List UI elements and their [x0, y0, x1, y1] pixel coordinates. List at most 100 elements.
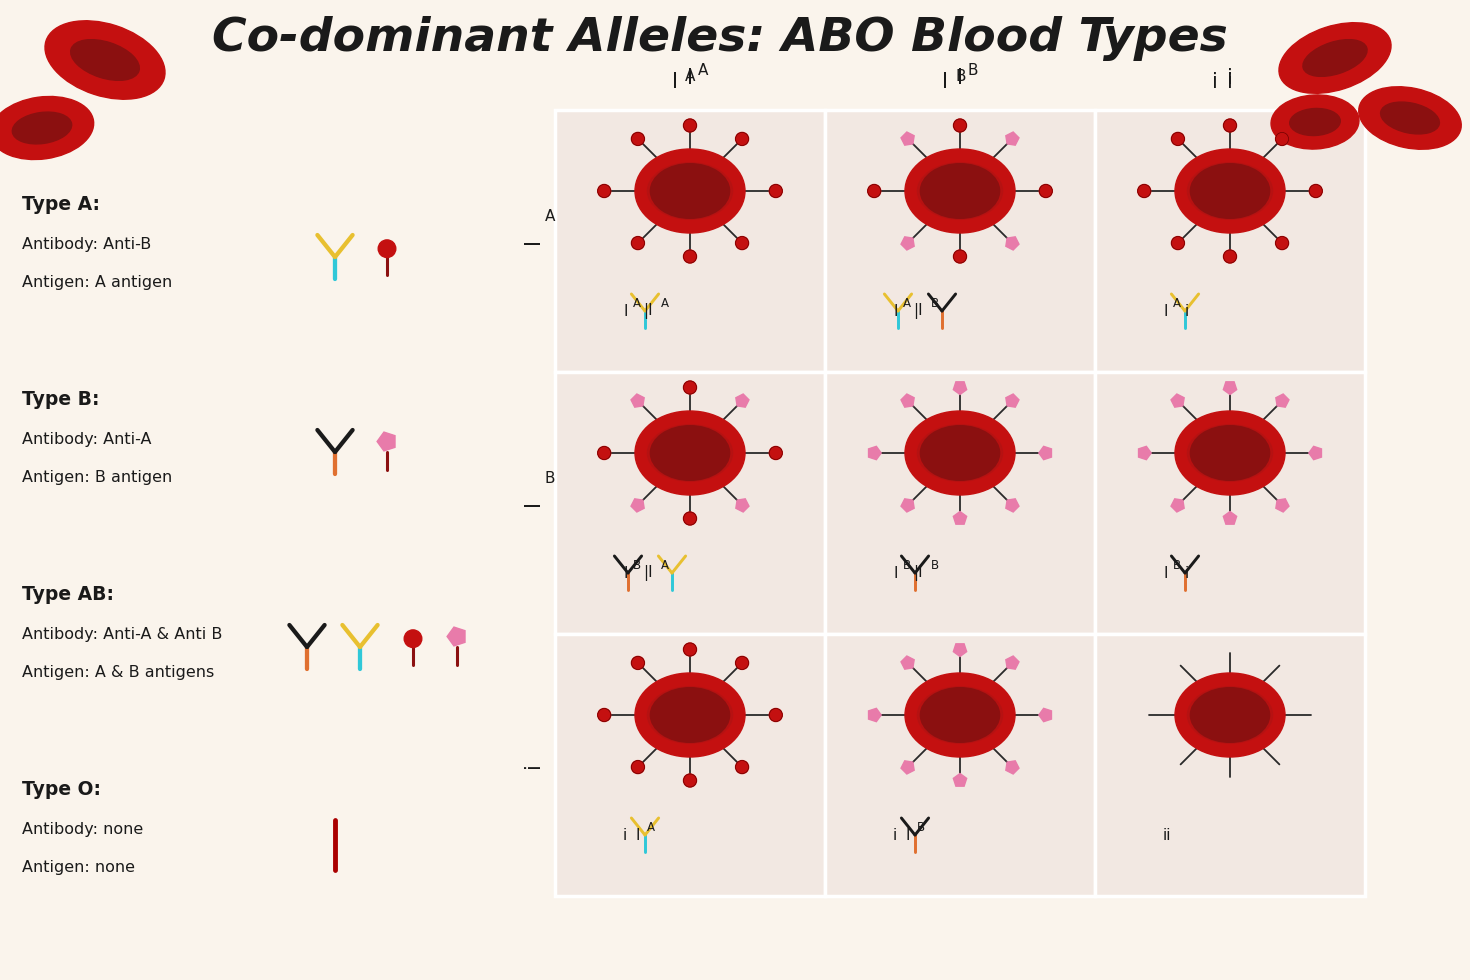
Ellipse shape — [635, 411, 745, 495]
FancyBboxPatch shape — [1095, 110, 1366, 372]
Text: i: i — [523, 762, 542, 768]
Ellipse shape — [46, 21, 165, 99]
Text: B: B — [931, 559, 939, 571]
Circle shape — [735, 132, 748, 145]
Text: I: I — [686, 68, 692, 88]
Circle shape — [1310, 184, 1323, 198]
Circle shape — [1138, 184, 1151, 198]
Text: I: I — [523, 238, 542, 244]
Text: I: I — [942, 72, 948, 92]
FancyBboxPatch shape — [825, 110, 1095, 372]
Circle shape — [632, 657, 644, 669]
Circle shape — [1223, 250, 1236, 263]
Circle shape — [632, 760, 644, 773]
Circle shape — [598, 709, 610, 721]
Circle shape — [684, 643, 697, 656]
Ellipse shape — [920, 425, 1000, 480]
Circle shape — [1039, 184, 1053, 198]
Ellipse shape — [650, 425, 729, 480]
Text: I: I — [957, 68, 963, 88]
Text: i: i — [1185, 565, 1189, 580]
Circle shape — [632, 132, 644, 145]
Text: i: i — [1185, 304, 1189, 318]
Text: Co-dominant Alleles: ABO Blood Types: Co-dominant Alleles: ABO Blood Types — [212, 16, 1227, 61]
Ellipse shape — [635, 673, 745, 757]
Circle shape — [867, 184, 881, 198]
Ellipse shape — [647, 687, 732, 744]
FancyBboxPatch shape — [556, 634, 825, 896]
Text: |I: |I — [642, 565, 653, 581]
Circle shape — [1223, 119, 1236, 132]
Circle shape — [1172, 236, 1185, 250]
Text: B: B — [967, 63, 978, 78]
Text: A: A — [545, 209, 556, 223]
Circle shape — [378, 240, 395, 258]
Text: I: I — [635, 827, 639, 843]
Ellipse shape — [1175, 673, 1285, 757]
Ellipse shape — [1191, 688, 1270, 742]
Ellipse shape — [906, 411, 1014, 495]
Text: i: i — [1213, 72, 1219, 92]
Ellipse shape — [917, 687, 1003, 744]
Text: Antibody: none: Antibody: none — [22, 822, 143, 837]
Ellipse shape — [1358, 86, 1461, 149]
Circle shape — [735, 657, 748, 669]
Circle shape — [684, 381, 697, 394]
Ellipse shape — [1191, 425, 1270, 480]
Text: A: A — [903, 297, 911, 310]
Ellipse shape — [1188, 687, 1273, 744]
Ellipse shape — [906, 149, 1014, 233]
Circle shape — [684, 250, 697, 263]
Ellipse shape — [1289, 109, 1341, 135]
FancyBboxPatch shape — [556, 372, 825, 634]
Circle shape — [769, 447, 782, 460]
Text: B: B — [917, 820, 925, 834]
Text: B: B — [931, 297, 939, 310]
Ellipse shape — [917, 424, 1003, 481]
Text: I: I — [892, 304, 898, 318]
FancyBboxPatch shape — [825, 634, 1095, 896]
Circle shape — [684, 774, 697, 787]
Text: A: A — [662, 559, 669, 571]
Ellipse shape — [71, 39, 140, 80]
Text: Antigen: none: Antigen: none — [22, 860, 135, 875]
Ellipse shape — [647, 163, 732, 220]
Text: A: A — [1173, 297, 1180, 310]
Ellipse shape — [1272, 95, 1358, 149]
Circle shape — [598, 447, 610, 460]
Ellipse shape — [1175, 411, 1285, 495]
Ellipse shape — [647, 424, 732, 481]
Ellipse shape — [917, 163, 1003, 220]
Circle shape — [1276, 132, 1289, 145]
Ellipse shape — [12, 112, 72, 144]
Ellipse shape — [1175, 149, 1285, 233]
FancyBboxPatch shape — [1095, 372, 1366, 634]
Text: Antigen: A antigen: Antigen: A antigen — [22, 275, 172, 290]
Ellipse shape — [650, 688, 729, 742]
Circle shape — [632, 236, 644, 250]
FancyBboxPatch shape — [825, 372, 1095, 634]
Text: |I: |I — [913, 565, 923, 581]
Ellipse shape — [920, 164, 1000, 219]
Text: Type A:: Type A: — [22, 195, 100, 214]
Text: Type B:: Type B: — [22, 390, 100, 409]
Text: I: I — [906, 827, 910, 843]
Text: i: i — [1227, 68, 1233, 88]
Text: B: B — [634, 559, 641, 571]
Text: I: I — [1163, 565, 1167, 580]
Circle shape — [598, 184, 610, 198]
Ellipse shape — [0, 96, 94, 160]
Text: B: B — [1173, 559, 1180, 571]
Circle shape — [735, 760, 748, 773]
Text: Antigen: A & B antigens: Antigen: A & B antigens — [22, 665, 215, 680]
Text: Type AB:: Type AB: — [22, 585, 115, 604]
Text: Antigen: B antigen: Antigen: B antigen — [22, 470, 172, 485]
Text: i: i — [623, 827, 628, 843]
Circle shape — [684, 119, 697, 132]
Text: Antibody: Anti-A: Antibody: Anti-A — [22, 432, 151, 447]
Text: ii: ii — [1163, 827, 1172, 843]
Text: |I: |I — [642, 303, 653, 319]
Text: A: A — [662, 297, 669, 310]
Text: I: I — [672, 72, 678, 92]
Text: B: B — [956, 69, 966, 84]
